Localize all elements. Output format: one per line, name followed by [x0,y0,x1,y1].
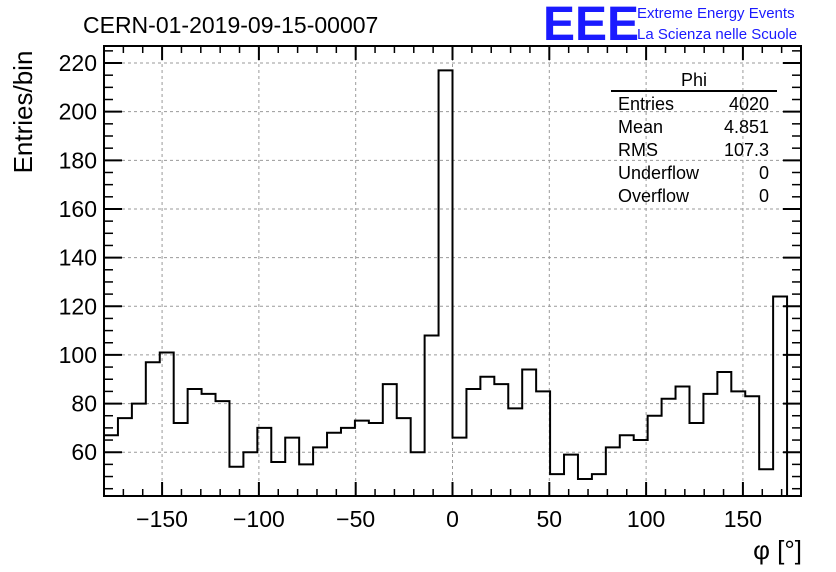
stats-value: 107.3 [724,140,769,160]
y-tick-label: 160 [59,196,97,222]
chart-title: CERN-01-2019-09-15-00007 [83,12,378,38]
stats-label: Mean [618,117,663,137]
logo-line1: Extreme Energy Events [637,5,795,22]
stats-label: Overflow [618,186,690,206]
x-tick-label: −150 [136,506,188,532]
y-tick-label: 140 [59,245,97,271]
stats-label: Underflow [618,163,700,183]
y-tick-label: 100 [59,342,97,368]
stats-value: 0 [759,163,769,183]
y-tick-label: 180 [59,147,97,173]
stats-label: RMS [618,140,658,160]
x-tick-label: 0 [446,506,459,532]
stats-label: Entries [618,94,674,114]
x-tick-label: −100 [233,506,285,532]
stats-title: Phi [681,70,707,90]
stats-box: Phi Entries 4020 Mean 4.851 RMS 107.3 Underflo… [611,70,777,206]
y-tick-label: 200 [59,99,97,125]
y-axis-label: Entries/bin [8,51,38,174]
y-tick-label: 120 [59,293,97,319]
stats-value: 4.851 [724,117,769,137]
x-tick-label: −50 [336,506,375,532]
stats-value: 0 [759,186,769,206]
x-tick-label: 100 [627,506,665,532]
y-tick-label: 60 [71,439,97,465]
x-tick-label: 150 [724,506,762,532]
y-tick-labels: 60 80 100 120 140 160 180 200 220 [59,50,97,465]
x-axis-label: φ [°] [753,535,802,565]
logo-mark: EEE [543,0,639,51]
axis-ticks [104,46,801,496]
x-tick-labels: −150 −100 −50 0 50 100 150 [136,506,762,532]
x-tick-label: 50 [537,506,563,532]
logo-line2: La Scienza nelle Scuole [637,26,797,43]
histogram-line [104,69,801,497]
stats-value: 4020 [729,94,769,114]
y-tick-label: 80 [71,391,97,417]
eee-logo: EEE Extreme Energy Events La Scienza nel… [543,0,797,51]
y-tick-label: 220 [59,50,97,76]
